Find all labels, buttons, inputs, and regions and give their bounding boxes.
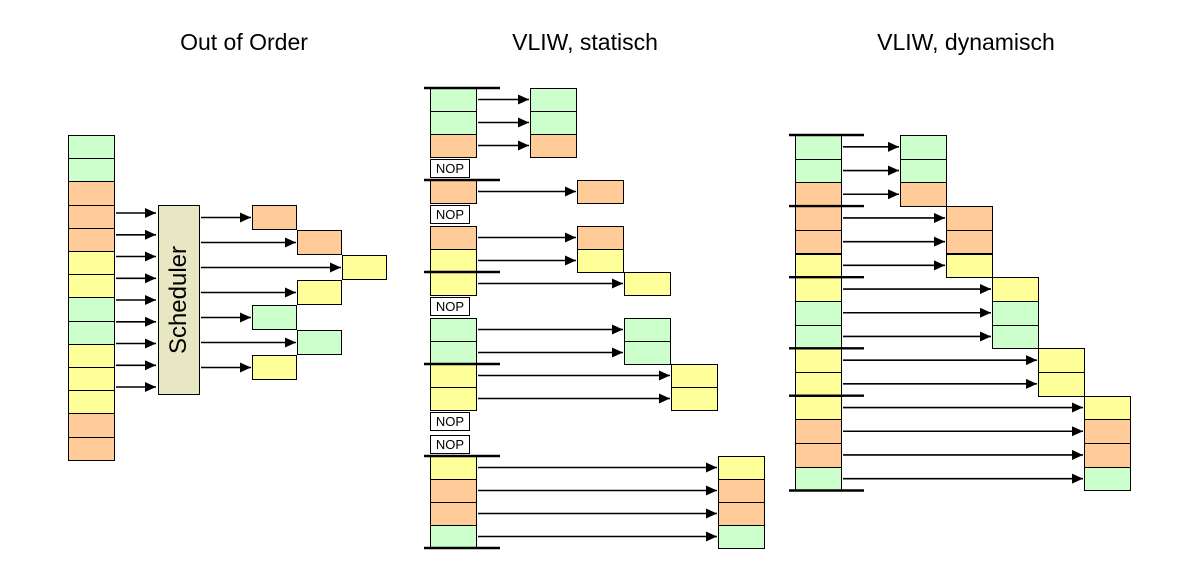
instruction-cell-green <box>795 466 842 492</box>
issued-cell-orange <box>946 206 993 231</box>
issued-cell-green <box>624 341 671 365</box>
nop-cell: NOP <box>430 411 470 431</box>
issued-cell-orange <box>718 479 765 503</box>
instruction-cell-yellow <box>68 274 115 299</box>
issued-cell-orange <box>1084 419 1131 445</box>
instruction-cell-green <box>68 135 115 160</box>
instruction-cell-orange <box>795 419 842 445</box>
issued-cell-orange <box>1084 443 1131 468</box>
issued-cell-orange <box>718 502 765 526</box>
executed-cell-green <box>297 330 342 355</box>
issued-cell-yellow <box>992 277 1039 302</box>
nop-cell: NOP <box>430 204 470 224</box>
instruction-cell-yellow <box>430 249 477 273</box>
issued-cell-green <box>992 324 1039 350</box>
instruction-cell-green <box>68 320 115 345</box>
instruction-cell-yellow <box>430 364 477 388</box>
issued-cell-orange <box>577 226 624 250</box>
instruction-cell-yellow <box>68 251 115 276</box>
instruction-cell-green <box>68 297 115 322</box>
instruction-cell-yellow <box>430 387 477 411</box>
instruction-cell-green <box>795 135 842 160</box>
executed-cell-green <box>252 305 297 330</box>
instruction-cell-green <box>68 158 115 183</box>
issued-cell-orange <box>946 229 993 255</box>
issued-cell-green <box>1084 466 1131 492</box>
executed-cell-yellow <box>342 255 387 280</box>
instruction-cell-green <box>795 300 842 326</box>
instruction-cell-orange <box>430 226 477 250</box>
instruction-cell-yellow <box>795 395 842 421</box>
issued-cell-green <box>624 318 671 342</box>
instruction-cell-orange <box>430 134 477 158</box>
instruction-cell-orange <box>430 502 477 526</box>
issued-cell-yellow <box>671 364 718 388</box>
executed-cell-yellow <box>252 355 297 380</box>
panel-title-out-of-order: Out of Order <box>180 29 308 55</box>
instruction-cell-green <box>430 88 477 112</box>
instruction-cell-yellow <box>795 277 842 302</box>
panel-title-vliw-dynamic: VLIW, dynamisch <box>877 29 1055 55</box>
panel-title-vliw-static: VLIW, statisch <box>512 29 658 55</box>
instruction-cell-yellow <box>68 367 115 392</box>
instruction-cell-yellow <box>795 372 842 397</box>
nop-cell: NOP <box>430 296 470 316</box>
instruction-cell-orange <box>795 229 842 255</box>
instruction-cell-yellow <box>795 348 842 373</box>
instruction-cell-yellow <box>795 253 842 279</box>
executed-cell-orange <box>297 230 342 255</box>
issued-cell-green <box>530 88 577 112</box>
instruction-cell-green <box>795 324 842 350</box>
executed-cell-orange <box>252 205 297 230</box>
issued-cell-green <box>718 525 765 549</box>
issued-cell-yellow <box>577 249 624 273</box>
instruction-cell-orange <box>430 479 477 503</box>
issued-cell-yellow <box>1038 348 1085 373</box>
instruction-cell-yellow <box>68 343 115 368</box>
issued-cell-yellow <box>718 456 765 480</box>
nop-cell: NOP <box>430 434 470 454</box>
issued-cell-green <box>992 300 1039 326</box>
issued-cell-green <box>900 158 947 184</box>
instruction-cell-orange <box>68 227 115 252</box>
instruction-cell-orange <box>68 181 115 206</box>
instruction-cell-orange <box>795 182 842 208</box>
instruction-cell-yellow <box>430 456 477 480</box>
issued-cell-yellow <box>1084 395 1131 421</box>
scheduler-box <box>158 205 200 395</box>
issued-cell-orange <box>577 180 624 204</box>
instruction-cell-green <box>430 318 477 342</box>
issued-cell-green <box>900 135 947 160</box>
issued-cell-yellow <box>624 272 671 296</box>
executed-cell-yellow <box>297 280 342 305</box>
instruction-cell-green <box>430 111 477 135</box>
instruction-cell-yellow <box>68 390 115 415</box>
instruction-cell-green <box>430 525 477 549</box>
issued-cell-yellow <box>671 387 718 411</box>
instruction-cell-yellow <box>430 272 477 296</box>
instruction-cell-orange <box>68 436 115 461</box>
instruction-cell-orange <box>795 443 842 468</box>
issued-cell-orange <box>900 182 947 208</box>
instruction-cell-orange <box>430 180 477 204</box>
instruction-cell-green <box>795 158 842 184</box>
instruction-cell-orange <box>795 206 842 231</box>
issued-cell-yellow <box>946 253 993 279</box>
scheduler-label: Scheduler <box>165 245 192 355</box>
instruction-cell-orange <box>68 413 115 438</box>
instruction-cell-orange <box>68 204 115 229</box>
issued-cell-yellow <box>1038 372 1085 397</box>
issued-cell-orange <box>530 134 577 158</box>
issued-cell-green <box>530 111 577 135</box>
instruction-cell-green <box>430 341 477 365</box>
nop-cell: NOP <box>430 158 470 178</box>
